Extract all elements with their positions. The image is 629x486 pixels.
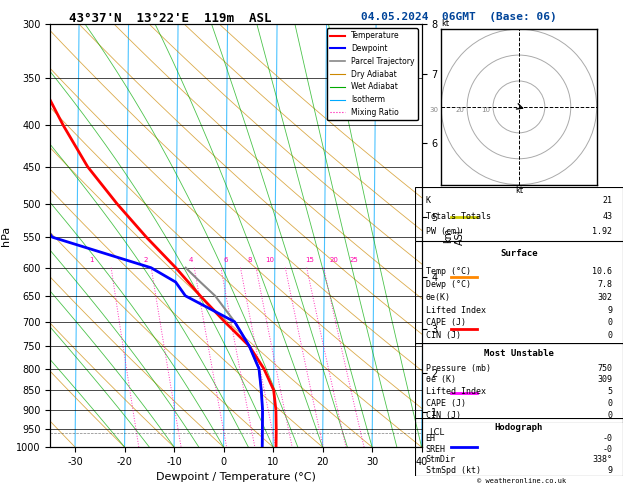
Text: 0: 0 [608,411,613,419]
Text: Temp (°C): Temp (°C) [426,267,470,277]
Text: Lifted Index: Lifted Index [426,306,486,314]
Text: LCL: LCL [429,428,444,437]
X-axis label: kt: kt [515,186,523,195]
Text: StmSpd (kt): StmSpd (kt) [426,466,481,475]
Text: 5: 5 [608,387,613,396]
Text: EH: EH [426,434,435,443]
Text: © weatheronline.co.uk: © weatheronline.co.uk [477,478,567,484]
Text: PW (cm): PW (cm) [426,227,460,236]
Text: 10.6: 10.6 [593,267,613,277]
Text: θe(K): θe(K) [426,293,450,302]
Text: 9: 9 [608,306,613,314]
Text: Dewp (°C): Dewp (°C) [426,280,470,289]
Y-axis label: hPa: hPa [1,226,11,246]
Text: 0: 0 [608,318,613,327]
Text: CIN (J): CIN (J) [426,411,460,419]
Text: 0: 0 [608,331,613,340]
Text: CIN (J): CIN (J) [426,331,460,340]
Text: 04.05.2024  06GMT  (Base: 06): 04.05.2024 06GMT (Base: 06) [361,12,557,22]
Text: CAPE (J): CAPE (J) [426,318,465,327]
Text: 2: 2 [144,258,148,263]
Legend: Temperature, Dewpoint, Parcel Trajectory, Dry Adiabat, Wet Adiabat, Isotherm, Mi: Temperature, Dewpoint, Parcel Trajectory… [327,28,418,120]
Text: 338°: 338° [593,455,613,464]
Text: Lifted Index: Lifted Index [426,387,486,396]
Text: 30: 30 [430,106,438,113]
Y-axis label: km
ASL: km ASL [443,226,465,245]
Text: 21: 21 [603,196,613,205]
Text: 4: 4 [189,258,193,263]
Text: 302: 302 [598,293,613,302]
Text: 10: 10 [481,106,491,113]
Text: 309: 309 [598,376,613,384]
Text: 8: 8 [248,258,252,263]
Text: 750: 750 [598,364,613,373]
X-axis label: Dewpoint / Temperature (°C): Dewpoint / Temperature (°C) [156,472,316,483]
Text: 0: 0 [608,399,613,408]
Text: Most Unstable: Most Unstable [484,349,554,358]
Text: 43: 43 [603,211,613,221]
Text: StmDir: StmDir [426,455,455,464]
Text: 43°37'N  13°22'E  119m  ASL: 43°37'N 13°22'E 119m ASL [69,12,271,25]
Text: 9: 9 [608,466,613,475]
Text: Hodograph: Hodograph [495,423,543,432]
Text: 20: 20 [330,258,338,263]
Text: Totals Totals: Totals Totals [426,211,491,221]
Text: -0: -0 [603,445,613,453]
Text: Surface: Surface [500,249,538,258]
Text: CAPE (J): CAPE (J) [426,399,465,408]
Text: 10: 10 [265,258,274,263]
Text: 7.8: 7.8 [598,280,613,289]
Text: 25: 25 [350,258,359,263]
Text: 20: 20 [455,106,464,113]
Text: kt: kt [441,19,449,28]
Text: Pressure (mb): Pressure (mb) [426,364,491,373]
Text: 1.92: 1.92 [593,227,613,236]
Text: 15: 15 [305,258,314,263]
Text: 6: 6 [223,258,228,263]
Text: -0: -0 [603,434,613,443]
Text: θe (K): θe (K) [426,376,455,384]
Text: 1: 1 [89,258,94,263]
Text: K: K [426,196,430,205]
Text: SREH: SREH [426,445,445,453]
